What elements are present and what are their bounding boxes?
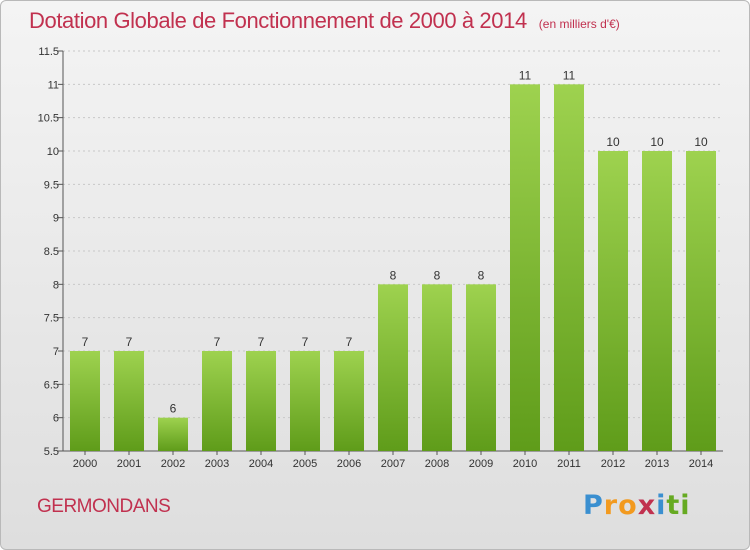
value-label-2001: 7 [126,335,133,349]
x-tick-label-2013: 2013 [645,458,669,470]
y-tick-label: 9 [53,213,59,225]
bar-2014 [686,151,716,451]
bar-2010 [510,84,540,451]
chart-subtitle: (en milliers d'€) [538,17,620,31]
value-label-2014: 10 [694,135,708,149]
value-label-2011: 11 [563,68,576,82]
chart-title: Dotation Globale de Fonctionnement de 20… [29,8,620,34]
bar-2007 [378,284,408,451]
logo-letter: i [656,490,667,521]
labels: 5.5 6 6.5 7 7.5 8 8.5 9 9.5 10 10.5 11 11.5 7 2000 7 200… [38,46,714,470]
value-label-2003: 7 [214,335,221,349]
x-tick-label-2014: 2014 [689,458,713,470]
value-label-2007: 8 [390,268,397,282]
y-tick-label: 7.5 [44,313,59,325]
y-tick-label: 8.5 [44,246,59,258]
value-label-2005: 7 [302,335,309,349]
x-tick-label-2006: 2006 [337,458,361,470]
x-tick-label-2011: 2011 [557,458,581,470]
bar-2009 [466,284,496,451]
bar-2002 [158,417,188,451]
value-label-2009: 8 [478,268,485,282]
value-label-2006: 7 [346,335,353,349]
logo-letter: r [603,490,619,521]
x-tick-label-2005: 2005 [293,458,317,470]
logo-letter: t [666,490,681,521]
logo-letter: P [583,490,604,521]
bar-2004 [246,351,276,451]
logo-letter: x [637,490,657,521]
logo-letter: o [618,490,638,521]
y-tick-label: 10 [47,146,59,158]
y-tick-label: 11.5 [38,46,59,58]
bar-2013 [642,151,672,451]
x-tick-label-2002: 2002 [161,458,185,470]
y-tick-label: 11 [48,79,59,91]
x-tick-label-2001: 2001 [117,458,141,470]
x-tick-label-2009: 2009 [469,458,493,470]
value-label-2013: 10 [650,135,664,149]
x-tick-label-2012: 2012 [601,458,625,470]
value-label-2012: 10 [606,135,620,149]
bar-2005 [290,351,320,451]
bar-2000 [70,351,100,451]
x-tick-label-2003: 2003 [205,458,229,470]
y-tick-label: 6.5 [44,379,59,391]
x-tick-label-2004: 2004 [249,458,273,470]
bar-2011 [554,84,584,451]
bar-2006 [334,351,364,451]
y-tick-label: 6 [53,413,59,425]
y-tick-label: 10.5 [38,113,59,125]
value-label-2010: 11 [519,68,532,82]
bars [70,84,716,451]
y-tick-label: 9.5 [44,179,59,191]
proxiti-logo: Proxiti [583,490,691,521]
y-tick-label: 8 [53,279,59,291]
value-label-2004: 7 [258,335,265,349]
y-tick-label: 5.5 [44,446,59,458]
x-tick-label-2007: 2007 [381,458,405,470]
logo-letter: i [680,490,691,521]
bar-2008 [422,284,452,451]
value-label-2008: 8 [434,268,441,282]
x-tick-label-2008: 2008 [425,458,449,470]
bar-2001 [114,351,144,451]
x-tick-label-2000: 2000 [73,458,97,470]
value-label-2002: 6 [170,402,177,416]
commune-name: GERMONDANS [37,496,171,517]
bar-2003 [202,351,232,451]
value-label-2000: 7 [82,335,89,349]
x-tick-label-2010: 2010 [513,458,537,470]
chart-title-text: Dotation Globale de Fonctionnement de 20… [29,8,527,33]
y-tick-label: 7 [53,346,59,358]
bar-2012 [598,151,628,451]
